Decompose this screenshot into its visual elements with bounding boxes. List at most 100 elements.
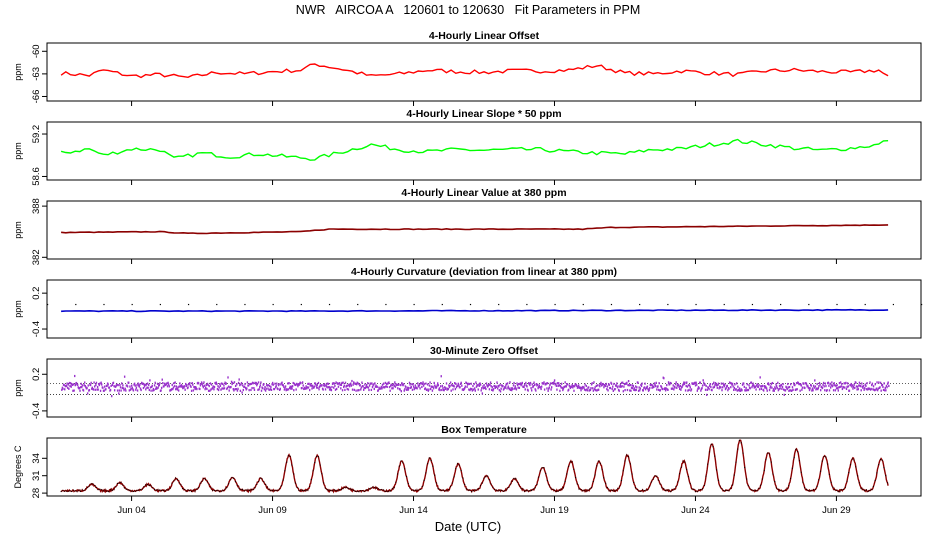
series-marker — [776, 487, 778, 489]
panel-title: 4-Hourly Linear Offset — [429, 30, 540, 42]
data-point — [290, 385, 293, 388]
series-marker — [236, 484, 238, 486]
data-point — [426, 388, 428, 391]
data-point — [777, 389, 780, 392]
series-marker — [65, 490, 67, 492]
series-marker — [469, 489, 471, 491]
series-marker — [666, 489, 668, 491]
series-marker — [472, 490, 474, 492]
data-point — [133, 382, 136, 385]
reference-point — [780, 303, 782, 306]
data-point — [448, 384, 450, 387]
data-point — [135, 388, 137, 391]
series-marker — [853, 459, 855, 461]
data-point — [585, 384, 588, 388]
series-marker — [220, 490, 222, 492]
series-marker — [717, 479, 719, 481]
data-point — [157, 386, 159, 389]
data-point — [542, 382, 545, 385]
series-marker — [238, 487, 240, 489]
data-point — [248, 389, 250, 392]
series-marker — [578, 488, 580, 490]
data-point — [761, 384, 764, 387]
series-marker — [605, 482, 607, 484]
data-point — [648, 388, 650, 391]
data-point — [688, 388, 690, 392]
data-point — [70, 385, 72, 388]
series-marker — [756, 490, 758, 492]
data-point — [258, 388, 260, 391]
data-point — [825, 384, 827, 388]
series-marker — [487, 475, 489, 477]
data-point — [696, 389, 699, 392]
data-point — [610, 382, 613, 385]
data-point — [146, 382, 149, 385]
series-marker — [347, 488, 349, 490]
data-point — [500, 387, 502, 390]
series-marker — [284, 470, 286, 472]
data-point — [257, 381, 260, 384]
series-line — [60, 138, 889, 161]
data-point — [397, 387, 399, 390]
data-point — [61, 388, 63, 391]
reference-point — [131, 303, 133, 306]
data-point — [612, 385, 614, 388]
data-point — [573, 385, 576, 388]
data-point — [259, 385, 261, 389]
data-point — [440, 375, 442, 378]
data-point — [344, 388, 346, 392]
series-marker — [783, 490, 785, 492]
data-point — [653, 382, 656, 385]
data-point — [105, 388, 107, 391]
data-point — [683, 382, 686, 386]
data-point — [856, 388, 858, 391]
data-point — [244, 386, 247, 389]
data-point — [519, 382, 522, 385]
data-point — [489, 381, 492, 384]
data-point — [291, 385, 294, 388]
data-point — [138, 385, 141, 388]
data-point — [134, 384, 136, 387]
data-point — [674, 383, 677, 386]
data-point — [390, 384, 392, 387]
y-tick-label: 0.2 — [31, 368, 42, 381]
data-point — [482, 387, 485, 390]
data-point — [294, 383, 297, 387]
data-point — [685, 384, 687, 388]
data-point — [327, 382, 330, 385]
series-marker — [850, 464, 852, 466]
series-marker — [132, 490, 134, 492]
data-point — [95, 381, 98, 384]
series-marker — [124, 487, 126, 489]
data-point — [172, 386, 175, 389]
data-point — [788, 389, 790, 392]
series-marker — [76, 490, 78, 492]
data-point — [332, 382, 334, 385]
data-point — [287, 388, 290, 391]
data-point — [79, 386, 82, 389]
data-point — [119, 383, 121, 387]
data-point — [562, 387, 565, 390]
data-point — [137, 382, 139, 385]
data-point — [531, 383, 533, 386]
data-point — [679, 384, 681, 387]
y-axis-label: ppm — [13, 379, 23, 397]
data-point — [168, 385, 170, 388]
data-point — [159, 382, 161, 385]
data-point — [736, 389, 738, 392]
data-point — [400, 390, 402, 393]
series-marker — [830, 481, 832, 483]
data-point — [377, 389, 380, 392]
data-point — [346, 387, 348, 391]
data-point — [633, 388, 635, 391]
data-point — [292, 381, 294, 385]
series-marker — [131, 490, 133, 492]
series-marker — [104, 489, 106, 491]
data-point — [466, 385, 468, 388]
data-point — [682, 383, 684, 386]
data-point — [687, 384, 690, 387]
data-point — [684, 389, 687, 392]
data-point — [844, 386, 846, 389]
data-point — [484, 386, 486, 389]
data-point — [183, 386, 185, 389]
